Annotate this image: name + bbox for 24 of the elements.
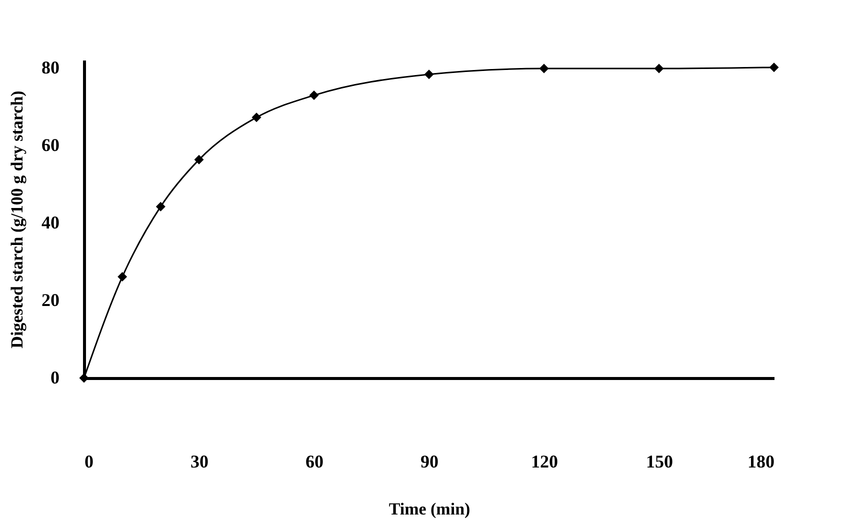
x-axis-title: Time (min) [388,500,470,518]
y-tick-label: 60 [42,134,60,155]
point [769,62,779,72]
x-tick-label: 150 [646,452,673,472]
x-tick-label: 60 [306,452,324,472]
x-tick-label: 120 [531,452,558,472]
y-tick-label: 0 [50,368,60,388]
y-tick-label: 20 [42,290,60,310]
point [252,112,262,122]
x-tick-label: 30 [190,452,208,472]
y-tick-label: 80 [42,57,60,78]
x-tick-label: 90 [420,452,438,472]
point [156,202,166,212]
point [539,64,549,74]
point [424,70,434,80]
point [654,64,664,74]
point [194,154,204,164]
y-axis-title: Digested starch (g/100 g dry starch) [8,90,26,348]
point [79,373,89,383]
point [309,90,319,100]
x-tick-label: 0 [84,452,94,472]
x-tick-label: 180 [748,452,774,472]
y-tick-label: 40 [42,212,60,232]
point [118,272,128,282]
